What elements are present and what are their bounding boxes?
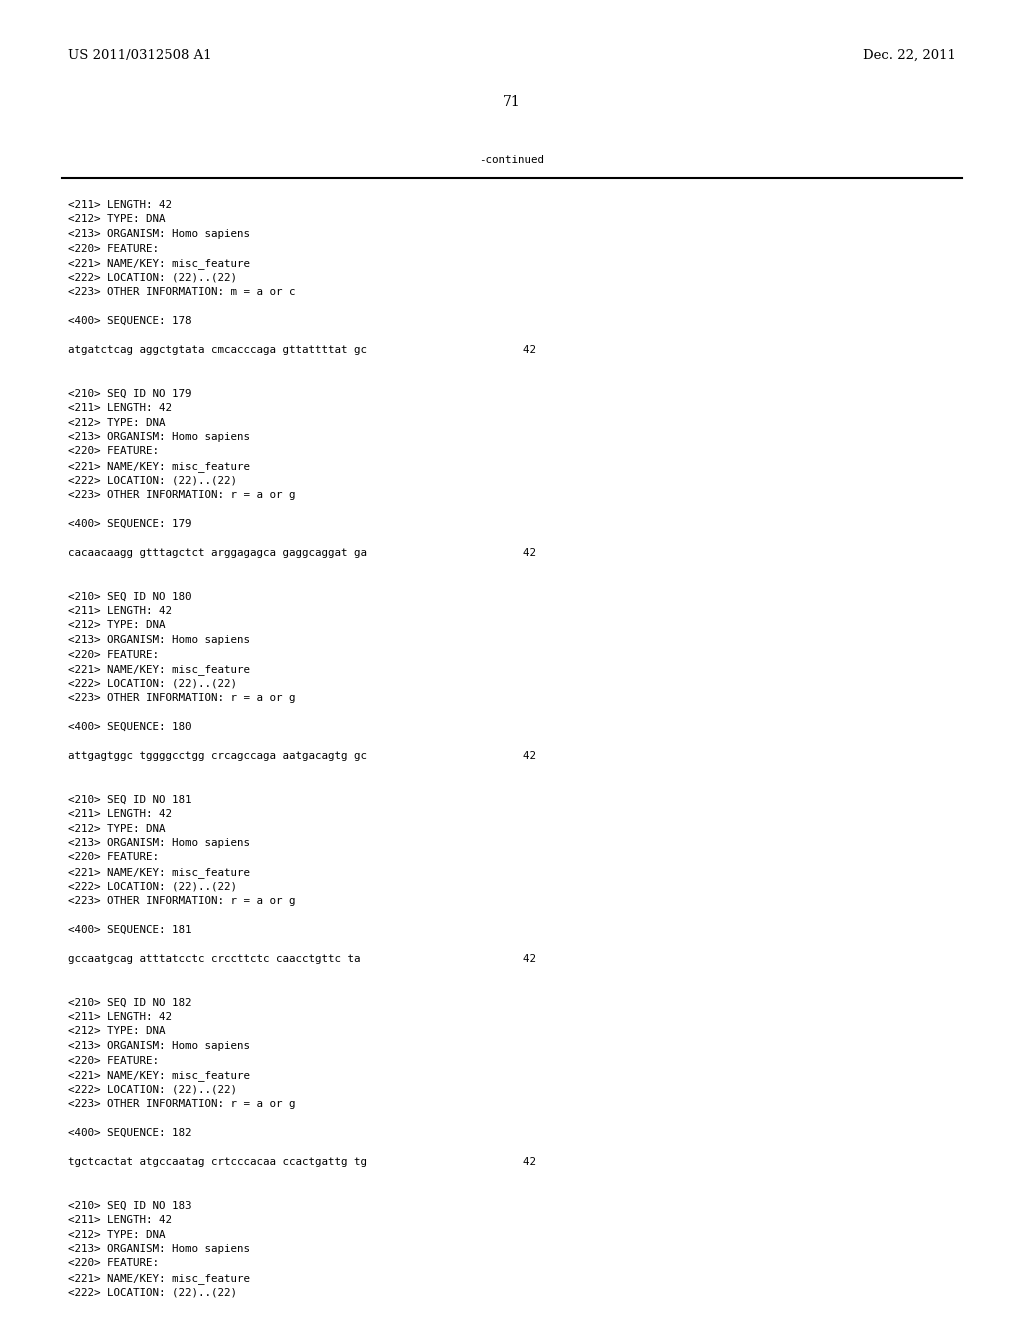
- Text: attgagtggc tggggcctgg crcagccaga aatgacagtg gc                        42: attgagtggc tggggcctgg crcagccaga aatgaca…: [68, 751, 536, 762]
- Text: <223> OTHER INFORMATION: m = a or c: <223> OTHER INFORMATION: m = a or c: [68, 286, 296, 297]
- Text: <221> NAME/KEY: misc_feature: <221> NAME/KEY: misc_feature: [68, 257, 250, 269]
- Text: <400> SEQUENCE: 179: <400> SEQUENCE: 179: [68, 519, 191, 529]
- Text: US 2011/0312508 A1: US 2011/0312508 A1: [68, 49, 212, 62]
- Text: <210> SEQ ID NO 179: <210> SEQ ID NO 179: [68, 388, 191, 399]
- Text: <220> FEATURE:: <220> FEATURE:: [68, 649, 159, 660]
- Text: <222> LOCATION: (22)..(22): <222> LOCATION: (22)..(22): [68, 882, 237, 891]
- Text: <211> LENGTH: 42: <211> LENGTH: 42: [68, 809, 172, 818]
- Text: <400> SEQUENCE: 178: <400> SEQUENCE: 178: [68, 315, 191, 326]
- Text: <223> OTHER INFORMATION: r = a or g: <223> OTHER INFORMATION: r = a or g: [68, 693, 296, 704]
- Text: <213> ORGANISM: Homo sapiens: <213> ORGANISM: Homo sapiens: [68, 432, 250, 442]
- Text: <212> TYPE: DNA: <212> TYPE: DNA: [68, 417, 166, 428]
- Text: <220> FEATURE:: <220> FEATURE:: [68, 446, 159, 457]
- Text: <210> SEQ ID NO 180: <210> SEQ ID NO 180: [68, 591, 191, 602]
- Text: -continued: -continued: [479, 154, 545, 165]
- Text: <212> TYPE: DNA: <212> TYPE: DNA: [68, 214, 166, 224]
- Text: <213> ORGANISM: Homo sapiens: <213> ORGANISM: Homo sapiens: [68, 1041, 250, 1051]
- Text: <212> TYPE: DNA: <212> TYPE: DNA: [68, 620, 166, 631]
- Text: <222> LOCATION: (22)..(22): <222> LOCATION: (22)..(22): [68, 475, 237, 486]
- Text: <211> LENGTH: 42: <211> LENGTH: 42: [68, 403, 172, 413]
- Text: <220> FEATURE:: <220> FEATURE:: [68, 1056, 159, 1065]
- Text: tgctcactat atgccaatag crtcccacaa ccactgattg tg                        42: tgctcactat atgccaatag crtcccacaa ccactga…: [68, 1158, 536, 1167]
- Text: <213> ORGANISM: Homo sapiens: <213> ORGANISM: Homo sapiens: [68, 838, 250, 847]
- Text: <400> SEQUENCE: 180: <400> SEQUENCE: 180: [68, 722, 191, 733]
- Text: <213> ORGANISM: Homo sapiens: <213> ORGANISM: Homo sapiens: [68, 1243, 250, 1254]
- Text: <222> LOCATION: (22)..(22): <222> LOCATION: (22)..(22): [68, 1085, 237, 1094]
- Text: <212> TYPE: DNA: <212> TYPE: DNA: [68, 824, 166, 833]
- Text: <213> ORGANISM: Homo sapiens: <213> ORGANISM: Homo sapiens: [68, 635, 250, 645]
- Text: <221> NAME/KEY: misc_feature: <221> NAME/KEY: misc_feature: [68, 461, 250, 473]
- Text: <222> LOCATION: (22)..(22): <222> LOCATION: (22)..(22): [68, 678, 237, 689]
- Text: gccaatgcag atttatcctc crccttctc caacctgttc ta                         42: gccaatgcag atttatcctc crccttctc caacctgt…: [68, 954, 536, 964]
- Text: <210> SEQ ID NO 181: <210> SEQ ID NO 181: [68, 795, 191, 804]
- Text: <213> ORGANISM: Homo sapiens: <213> ORGANISM: Homo sapiens: [68, 228, 250, 239]
- Text: <220> FEATURE:: <220> FEATURE:: [68, 243, 159, 253]
- Text: <210> SEQ ID NO 183: <210> SEQ ID NO 183: [68, 1200, 191, 1210]
- Text: <221> NAME/KEY: misc_feature: <221> NAME/KEY: misc_feature: [68, 1272, 250, 1284]
- Text: <400> SEQUENCE: 182: <400> SEQUENCE: 182: [68, 1129, 191, 1138]
- Text: atgatctcag aggctgtata cmcacccaga gttattttat gc                        42: atgatctcag aggctgtata cmcacccaga gttattt…: [68, 345, 536, 355]
- Text: Dec. 22, 2011: Dec. 22, 2011: [863, 49, 956, 62]
- Text: <212> TYPE: DNA: <212> TYPE: DNA: [68, 1229, 166, 1239]
- Text: <210> SEQ ID NO 182: <210> SEQ ID NO 182: [68, 998, 191, 1007]
- Text: <211> LENGTH: 42: <211> LENGTH: 42: [68, 606, 172, 616]
- Text: cacaacaagg gtttagctct arggagagca gaggcaggat ga                        42: cacaacaagg gtttagctct arggagagca gaggcag…: [68, 548, 536, 558]
- Text: <220> FEATURE:: <220> FEATURE:: [68, 853, 159, 862]
- Text: <211> LENGTH: 42: <211> LENGTH: 42: [68, 201, 172, 210]
- Text: <222> LOCATION: (22)..(22): <222> LOCATION: (22)..(22): [68, 272, 237, 282]
- Text: 71: 71: [503, 95, 521, 110]
- Text: <400> SEQUENCE: 181: <400> SEQUENCE: 181: [68, 925, 191, 935]
- Text: <221> NAME/KEY: misc_feature: <221> NAME/KEY: misc_feature: [68, 867, 250, 878]
- Text: <212> TYPE: DNA: <212> TYPE: DNA: [68, 1027, 166, 1036]
- Text: <211> LENGTH: 42: <211> LENGTH: 42: [68, 1012, 172, 1022]
- Text: <222> LOCATION: (22)..(22): <222> LOCATION: (22)..(22): [68, 1287, 237, 1298]
- Text: <223> OTHER INFORMATION: r = a or g: <223> OTHER INFORMATION: r = a or g: [68, 490, 296, 500]
- Text: <223> OTHER INFORMATION: r = a or g: <223> OTHER INFORMATION: r = a or g: [68, 896, 296, 906]
- Text: <211> LENGTH: 42: <211> LENGTH: 42: [68, 1214, 172, 1225]
- Text: <221> NAME/KEY: misc_feature: <221> NAME/KEY: misc_feature: [68, 664, 250, 675]
- Text: <223> OTHER INFORMATION: r = a or g: <223> OTHER INFORMATION: r = a or g: [68, 1100, 296, 1109]
- Text: <221> NAME/KEY: misc_feature: <221> NAME/KEY: misc_feature: [68, 1071, 250, 1081]
- Text: <220> FEATURE:: <220> FEATURE:: [68, 1258, 159, 1269]
